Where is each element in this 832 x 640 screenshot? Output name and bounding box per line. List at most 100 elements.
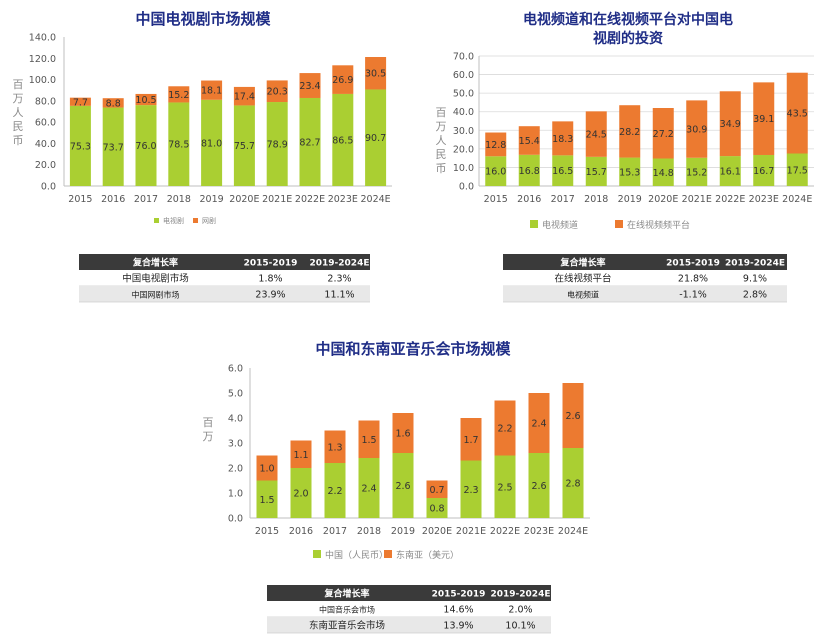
data-label: 14.8 [653, 168, 674, 179]
bar-segment [753, 154, 775, 186]
bar-segment [290, 440, 312, 468]
y-tick-label: 50.0 [453, 89, 474, 100]
bar-segment [201, 80, 223, 100]
data-label: 2.8 [565, 479, 580, 490]
data-label: 2.4 [361, 484, 376, 495]
tv-investment-chart: 电视频道和在线视频平台对中国电 视剧的投资 0.0 10.0 20.0 30.0 40.… [436, 11, 814, 231]
bar-segment [552, 121, 574, 156]
bar-segment [69, 97, 91, 106]
bar-segment [365, 57, 387, 90]
x-tick-label: 2016 [101, 194, 125, 205]
bar-segment [69, 105, 91, 186]
data-label: 20.3 [267, 87, 288, 98]
x-tick-label: 2016 [517, 194, 541, 205]
bar-segment [168, 86, 190, 103]
data-label: 1.7 [463, 435, 478, 446]
table-cell: 中国网剧市场 [132, 290, 180, 300]
table-cell: 电视频道 [567, 290, 599, 300]
data-label: 28.2 [619, 127, 640, 138]
y-axis-label-char: 民 [13, 120, 24, 133]
bar-segment [652, 158, 674, 186]
y-tick-label: 5.0 [228, 389, 243, 400]
bar-segment [753, 82, 775, 155]
table-row [267, 617, 551, 633]
table-header-cell: 复合增长率 [132, 257, 178, 269]
cagr-table-tv-drama: 复合增长率 2015-2019 2019-2024E 中国电视剧市场 1.8% 2.3% 中… [79, 254, 370, 303]
bar-segment [528, 393, 550, 453]
data-label: 2.2 [327, 486, 342, 497]
x-tick-label: 2017 [551, 194, 575, 205]
data-label: 10.5 [135, 95, 156, 106]
bar-segment [256, 455, 278, 481]
data-label: 2.3 [463, 485, 478, 496]
y-axis-label-char: 人 [436, 134, 447, 147]
data-label: 75.3 [70, 141, 91, 152]
bar-segment [168, 102, 190, 186]
y-tick-label: 10.0 [453, 163, 474, 174]
x-tick-label: 2022E [715, 194, 745, 205]
data-label: 23.4 [299, 81, 320, 92]
y-tick-label: 0.0 [41, 182, 56, 193]
data-label: 15.2 [686, 167, 707, 178]
bar-segment [652, 108, 674, 159]
bar-segment [102, 98, 124, 108]
data-label: 15.2 [168, 90, 189, 101]
data-label: 78.5 [168, 140, 189, 151]
data-label: 16.5 [552, 166, 573, 177]
bar-segment [233, 105, 255, 186]
y-axis-label-char: 万 [13, 92, 24, 105]
y-tick-label: 20.0 [35, 160, 56, 171]
data-label: 1.3 [327, 442, 342, 453]
y-tick-label: 80.0 [35, 96, 56, 107]
data-label: 16.0 [485, 167, 506, 178]
cagr-table-concert: 复合增长率 2015-2019 2019-2024E 中国音乐会市场 14.6% 2.0%… [267, 585, 551, 634]
x-tick-label: 2019 [200, 194, 224, 205]
bar-segment [719, 156, 741, 186]
bar-segment [562, 448, 584, 518]
legend-label: 中国（人民币） [325, 549, 388, 561]
bar-segment [358, 458, 380, 518]
table-row [503, 270, 787, 286]
bar-segment [299, 97, 321, 186]
bar-segment [494, 455, 516, 518]
bar-segment [485, 156, 507, 186]
legend-swatch [313, 550, 321, 558]
bar-segment [426, 498, 448, 518]
y-axis-label-char: 币 [13, 134, 24, 147]
table-header-cell: 2019-2024E [491, 590, 551, 600]
y-tick-label: 4.0 [228, 414, 243, 425]
bar-segment [135, 105, 157, 186]
data-label: 2.2 [497, 424, 512, 435]
legend-label: 东南亚（美元） [396, 549, 459, 561]
bar-segment [299, 73, 321, 98]
data-label: 1.6 [395, 429, 410, 440]
y-tick-label: 6.0 [228, 364, 243, 375]
bar-segment [719, 91, 741, 157]
table-cell: 14.6% [443, 605, 473, 616]
bar-segment [585, 156, 607, 186]
table-cell: 23.9% [255, 290, 285, 301]
data-label: 16.7 [753, 166, 774, 177]
bar-segment [324, 463, 346, 518]
y-tick-label: 0.0 [459, 182, 474, 193]
data-label: 34.9 [720, 119, 741, 130]
bar-segment [786, 72, 808, 154]
y-tick-label: 1.0 [228, 489, 243, 500]
data-label: 76.0 [135, 141, 156, 152]
data-label: 0.8 [429, 504, 444, 515]
y-axis-label-char: 百 [203, 416, 214, 429]
y-axis-label-char: 万 [436, 120, 447, 133]
y-axis-label-char: 百 [13, 78, 24, 91]
bar-segment [392, 413, 414, 453]
y-axis-label-char: 百 [436, 106, 447, 119]
chart-title: 中国和东南亚音乐会市场规模 [315, 340, 511, 358]
bar-segment [201, 99, 223, 186]
data-label: 2.0 [293, 489, 308, 500]
y-tick-label: 70.0 [453, 52, 474, 63]
x-tick-label: 2015 [68, 194, 92, 205]
y-tick-label: 60.0 [453, 70, 474, 81]
legend-swatch [530, 220, 538, 228]
x-tick-label: 2016 [289, 526, 313, 537]
x-tick-label: 2022E [295, 194, 325, 205]
